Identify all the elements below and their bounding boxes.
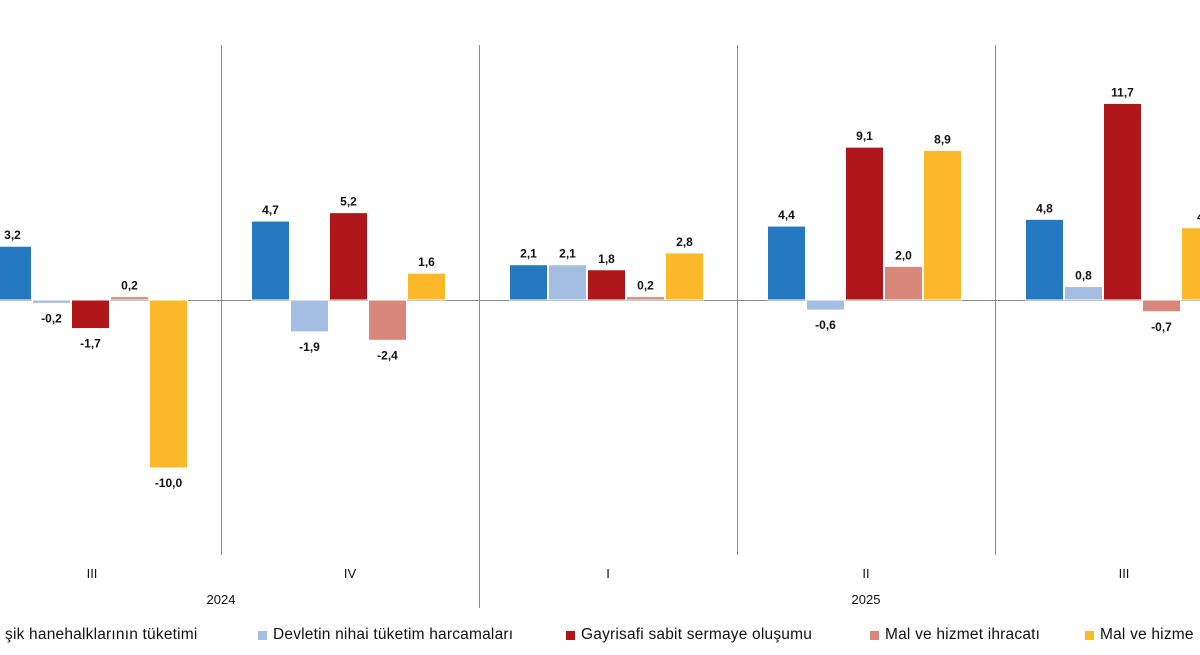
legend: şik hanehalklarının tüketimi Devletin nih… [0, 626, 1200, 650]
value-label: 4,8 [1036, 201, 1053, 215]
group-dividers [221, 45, 996, 608]
legend-swatch [870, 630, 879, 640]
value-label: 4,7 [262, 203, 279, 217]
value-label: -2,4 [377, 348, 398, 362]
value-label: 3,2 [4, 228, 21, 242]
value-label: -0,7 [1151, 320, 1172, 334]
bar [548, 264, 587, 301]
bar [767, 225, 806, 301]
legend-swatch [1085, 630, 1094, 640]
bars [0, 102, 1200, 469]
bar [368, 299, 407, 341]
value-label: 0,2 [121, 279, 138, 293]
quarter-label: IV [344, 566, 357, 581]
legend-label: Gayrisafi sabit sermaye oluşumu [581, 626, 813, 643]
value-labels: 3,2 4,7 2,1 4,4 4,8 -0,2 -1,9 2,1 -0,6 0,8 -1,7 5,2… [4, 85, 1200, 490]
bar [509, 264, 548, 301]
value-label: 8,9 [934, 132, 951, 146]
bar [251, 220, 290, 301]
value-label: 1,8 [598, 252, 615, 266]
value-label: 4,4 [778, 208, 795, 222]
bar [845, 146, 884, 301]
bar [110, 296, 149, 301]
legend-item: Mal ve hizmet ihracatı [870, 626, 1040, 644]
value-label: 2,8 [676, 235, 693, 249]
value-label: 0,8 [1075, 269, 1092, 283]
bar [32, 299, 71, 304]
category-labels: III IV I II III [87, 566, 1130, 581]
quarter-label: III [1119, 566, 1130, 581]
bar [923, 149, 962, 301]
value-label: 5,2 [340, 195, 357, 209]
value-label: 4 [1197, 210, 1200, 224]
bar [71, 299, 110, 330]
bar [0, 245, 32, 301]
value-label: 2,0 [895, 248, 912, 262]
bar [149, 299, 188, 469]
legend-item: Gayrisafi sabit sermaye oluşumu [566, 626, 812, 644]
quarter-label: II [862, 566, 869, 581]
value-label: -10,0 [155, 476, 183, 490]
year-label: 2024 [207, 592, 236, 607]
bar [407, 272, 446, 301]
value-label: -1,7 [80, 337, 101, 351]
value-label: -0,2 [41, 311, 62, 325]
bar [290, 299, 329, 333]
bar [1103, 102, 1142, 301]
value-label: 2,1 [559, 247, 576, 261]
quarter-label: III [87, 566, 98, 581]
legend-label: şik hanehalklarının tüketimi [5, 626, 198, 643]
bar [1142, 299, 1181, 313]
bar [1181, 227, 1200, 301]
legend-item: şik hanehalklarının tüketimi [0, 626, 198, 644]
bar [1064, 286, 1103, 301]
year-labels: 2024 2025 [207, 592, 881, 607]
bar [1025, 218, 1064, 301]
legend-swatch [566, 630, 575, 640]
bar [329, 212, 368, 301]
value-label: 11,7 [1111, 85, 1134, 99]
legend-label: Devletin nihai tüketim harcamaları [273, 626, 514, 643]
value-label: 9,1 [856, 129, 873, 143]
value-label: -0,6 [815, 318, 836, 332]
bar [806, 299, 845, 311]
bar [884, 265, 923, 301]
legend-label: Mal ve hizmet ihracatı [885, 626, 1041, 643]
legend-item: Devletin nihai tüketim harcamaları [258, 626, 513, 644]
legend-swatch [258, 630, 267, 640]
bar [626, 296, 665, 301]
year-label: 2025 [852, 592, 881, 607]
value-label: 2,1 [520, 247, 537, 261]
bar [587, 269, 626, 301]
legend-label: Mal ve hizme [1100, 626, 1194, 643]
quarter-label: I [606, 566, 610, 581]
bar [665, 252, 704, 301]
value-label: -1,9 [299, 340, 320, 354]
legend-item: Mal ve hizme [1085, 626, 1194, 644]
value-label: 1,6 [418, 255, 435, 269]
value-label: 0,2 [637, 279, 654, 293]
